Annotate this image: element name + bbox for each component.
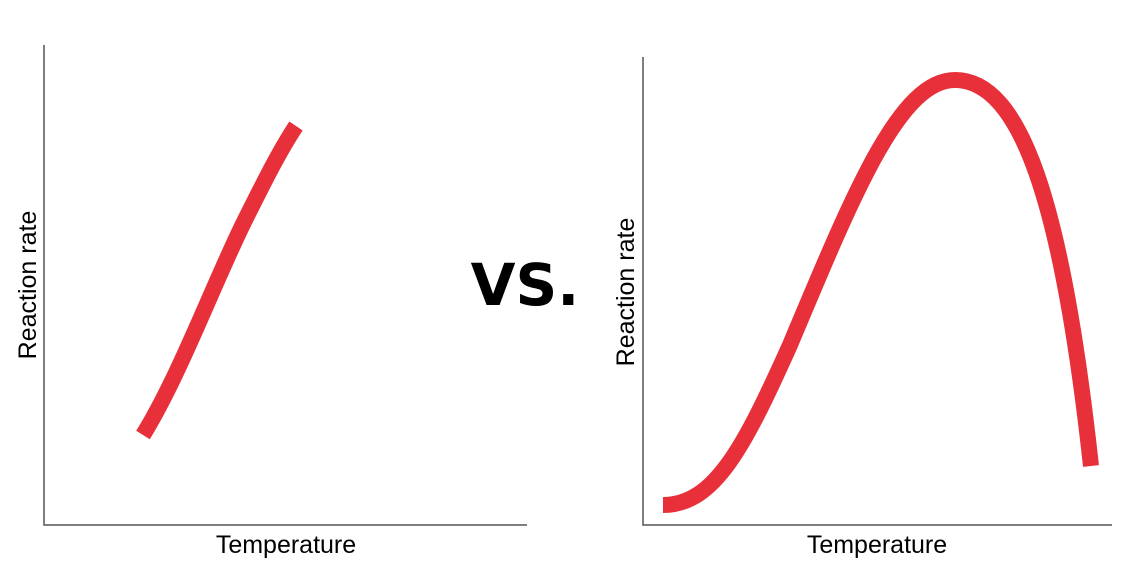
left-panel: Temperature Reaction rate xyxy=(14,45,527,559)
right-panel: Temperature Reaction rate xyxy=(612,57,1112,559)
x-axis-label: Temperature xyxy=(807,531,947,559)
rate-curve xyxy=(662,71,1099,513)
y-axis-label: Reaction rate xyxy=(612,218,640,367)
versus-text: VS. xyxy=(471,251,580,319)
y-axis-label: Reaction rate xyxy=(14,211,42,360)
axes xyxy=(43,45,527,526)
x-axis-label: Temperature xyxy=(216,531,356,559)
rate-curve xyxy=(136,121,303,440)
axes xyxy=(642,57,1112,526)
